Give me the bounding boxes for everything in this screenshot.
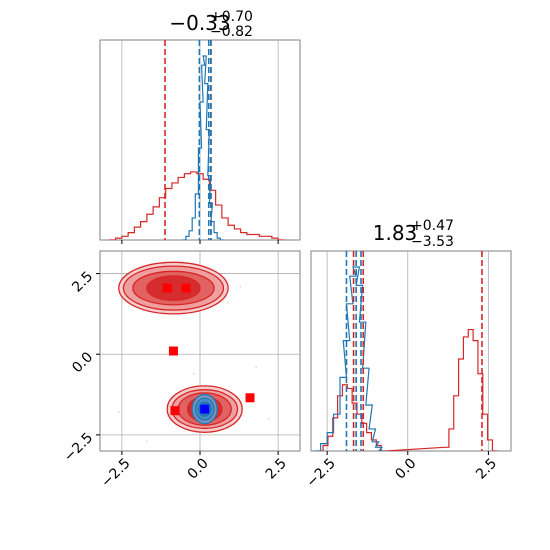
histogram-series bbox=[314, 266, 386, 451]
sample-point bbox=[255, 366, 258, 369]
sample-point bbox=[192, 372, 195, 375]
x-tick-label: 2.5 bbox=[473, 455, 500, 482]
joint-contours bbox=[117, 261, 270, 443]
truth-marker bbox=[200, 404, 210, 414]
density-contour bbox=[146, 275, 201, 302]
sample-point bbox=[145, 440, 148, 443]
marginal-1-title: −0.33 bbox=[169, 11, 230, 35]
sample-marker bbox=[170, 406, 180, 416]
histogram-series bbox=[109, 171, 285, 240]
sample-point bbox=[211, 433, 214, 436]
x-tick-label: 0.0 bbox=[185, 455, 212, 482]
y-tick-label: 0.0 bbox=[69, 349, 96, 376]
marginal-1-title-sup: +0.70 bbox=[210, 9, 253, 25]
marginal-1-ticks bbox=[121, 240, 279, 244]
marginal-2-title-sup: +0.47 bbox=[411, 218, 454, 234]
sample-point bbox=[199, 330, 201, 333]
x-tick-label: −2.5 bbox=[98, 455, 133, 490]
y-tick-label: 2.5 bbox=[69, 269, 96, 296]
y-tick-label: −2.5 bbox=[61, 430, 96, 465]
x-tick-label: 2.5 bbox=[263, 455, 290, 482]
marginal-2-title-sub: −3.53 bbox=[411, 234, 454, 250]
x-tick-label: 0.0 bbox=[392, 455, 419, 482]
marginal-2-grid bbox=[326, 251, 489, 451]
sample-marker bbox=[168, 346, 178, 356]
marginal-1-title-base: −0.33 bbox=[169, 11, 230, 35]
marginal-2-histograms bbox=[314, 251, 498, 451]
marginal-2-ticks: −2.5 0.0 2.5 bbox=[304, 451, 500, 491]
marginal-2-frame bbox=[310, 250, 512, 452]
marginal-1-histograms bbox=[109, 40, 285, 240]
joint-panel: −2.5 0.0 2.5 −2.5 0.0 2.5 bbox=[61, 250, 301, 491]
sample-point bbox=[239, 285, 242, 288]
sample-marker bbox=[245, 393, 255, 403]
histogram-series bbox=[318, 328, 498, 451]
histogram-series bbox=[182, 55, 224, 240]
marginal-2-title: 1.83 bbox=[373, 221, 418, 245]
marginal-panel-1: −0.33 +0.70 −0.82 bbox=[99, 9, 301, 244]
sample-marker bbox=[162, 283, 172, 293]
sample-point bbox=[227, 301, 230, 304]
marginal-panel-2: −2.5 0.0 2.5 1.83 +0.47 −3.53 bbox=[304, 218, 512, 491]
marginal-1-title-sub: −0.82 bbox=[210, 24, 253, 40]
sample-marker bbox=[181, 283, 191, 293]
marginal-2-title-base: 1.83 bbox=[373, 221, 418, 245]
sample-point bbox=[267, 417, 270, 420]
sample-point bbox=[117, 411, 120, 414]
x-tick-label: −2.5 bbox=[304, 455, 339, 490]
